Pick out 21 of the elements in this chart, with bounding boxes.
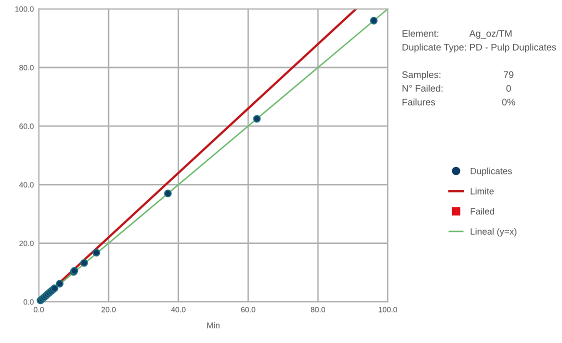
text: Failures: [402, 98, 436, 106]
point: [92, 248, 100, 256]
text: 0: [506, 85, 511, 92]
text: Samples:: [402, 71, 440, 80]
text: 79: [504, 71, 514, 78]
text: 0%: [502, 98, 516, 106]
text: Ag_oz/TM: [469, 30, 512, 39]
text: N° Failed:: [402, 84, 443, 92]
point: [164, 190, 172, 198]
point: [56, 280, 64, 288]
point: [80, 259, 88, 267]
text: Duplicate Type:: [402, 44, 466, 52]
legend-label: Lineal (y=x): [470, 228, 516, 236]
text: PD - Pulp Duplicates: [470, 44, 556, 52]
x-axis-title: Min: [207, 322, 220, 328]
text: Element:: [402, 30, 438, 37]
legend-label: Duplicates: [470, 168, 512, 176]
legend-label: Limite: [470, 188, 494, 194]
point: [253, 114, 261, 123]
legend-label: Failed: [470, 208, 494, 215]
point: [370, 16, 378, 24]
